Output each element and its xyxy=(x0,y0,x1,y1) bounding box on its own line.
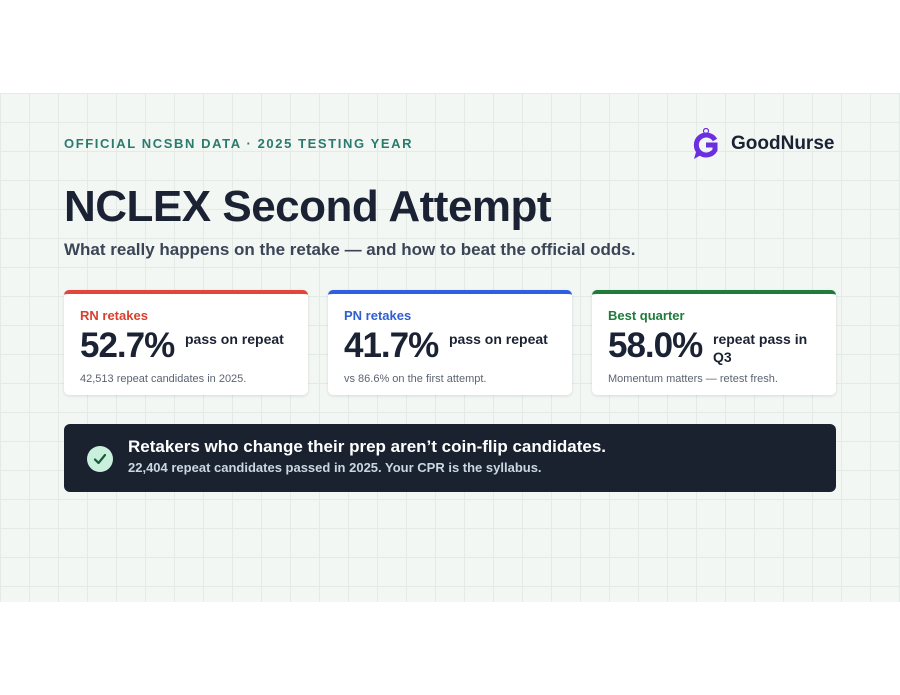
title: NCLEX Second Attempt xyxy=(64,182,552,231)
banner-title: Retakers who change their prep aren’t co… xyxy=(128,437,607,456)
card-note: Momentum matters — retest fresh. xyxy=(608,373,778,385)
brand: GoodNurse xyxy=(692,128,834,160)
card-note: vs 86.6% on the first attempt. xyxy=(344,373,487,385)
card-label: RN retakes xyxy=(80,308,148,323)
stat-card: RN retakes 52.7% pass on repeat 42,513 r… xyxy=(64,290,308,395)
brand-logo xyxy=(693,128,718,159)
check-icon xyxy=(87,446,113,472)
banner-text: 22,404 repeat candidates passed in 2025.… xyxy=(128,460,542,475)
card-value: 58.0% xyxy=(608,326,703,365)
kicker: OFFICIAL NCSBN DATA · 2025 TESTING YEAR xyxy=(64,136,414,151)
stat-card: Best quarter 58.0% repeat pass in Q3 Mom… xyxy=(592,290,836,395)
card-note: 42,513 repeat candidates in 2025. xyxy=(80,373,247,385)
banner: Retakers who change their prep aren’t co… xyxy=(64,424,836,492)
card-label: PN retakes xyxy=(344,308,412,323)
card-unit: repeat pass in Q3 xyxy=(713,331,808,365)
card-value: 52.7% xyxy=(80,326,175,365)
card-unit: pass on repeat xyxy=(185,331,284,347)
stat-card: PN retakes 41.7% pass on repeat vs 86.6%… xyxy=(328,290,572,395)
card-value: 41.7% xyxy=(344,326,439,365)
brand-name: GoodNurse xyxy=(731,133,835,154)
card-label: Best quarter xyxy=(608,308,685,323)
subtitle: What really happens on the retake — and … xyxy=(64,240,636,259)
card-unit: pass on repeat xyxy=(449,331,548,347)
